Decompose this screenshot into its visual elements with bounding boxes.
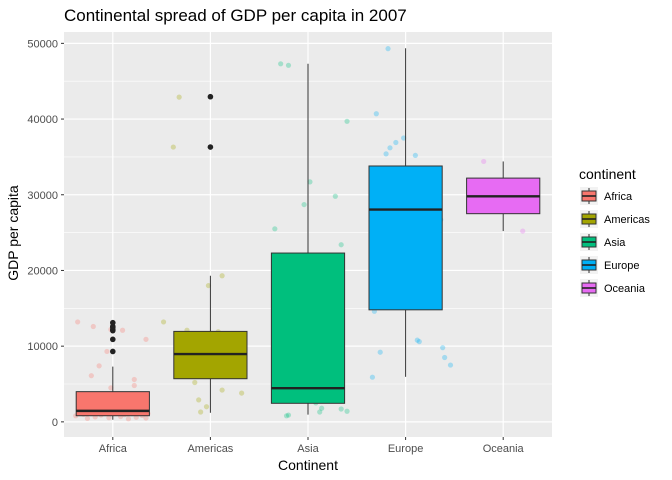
jitter-point xyxy=(338,242,344,248)
jitter-point xyxy=(369,374,376,380)
jitter-point xyxy=(84,415,91,422)
legend-label: Africa xyxy=(604,191,633,203)
jitter-point xyxy=(416,339,422,345)
jitter-point xyxy=(307,179,313,185)
jitter-point xyxy=(401,135,407,141)
legend-item-asia: Asia xyxy=(580,233,626,251)
legend-item-africa: Africa xyxy=(580,187,633,205)
jitter-point xyxy=(219,387,225,393)
jitter-point xyxy=(143,336,149,342)
x-tick-label: Americas xyxy=(187,443,233,455)
jitter-point xyxy=(272,226,278,232)
jitter-point xyxy=(108,385,114,391)
jitter-point xyxy=(104,348,110,355)
box-oceania xyxy=(466,161,541,232)
jitter-point xyxy=(344,118,350,124)
outlier-point xyxy=(110,348,116,355)
jitter-point xyxy=(387,145,393,151)
jitter-point xyxy=(414,337,420,343)
box-series xyxy=(75,48,541,420)
box-asia xyxy=(270,63,346,415)
jitter-point xyxy=(301,201,307,208)
outlier-point xyxy=(207,144,214,150)
legend-title: continent xyxy=(579,166,636,182)
outlier-point xyxy=(207,93,214,100)
legend-label: Europe xyxy=(604,260,639,272)
jitter-point xyxy=(319,405,325,411)
jitter-point xyxy=(283,413,290,419)
legend-label: Americas xyxy=(604,214,650,226)
jitter-point xyxy=(447,362,454,368)
y-tick-label: 30000 xyxy=(27,190,58,202)
jitter-point xyxy=(385,46,391,52)
x-axis-title: Continent xyxy=(278,457,338,473)
jitter-point xyxy=(131,376,137,383)
jitter-point xyxy=(170,144,176,150)
legend-item-oceania: Oceania xyxy=(580,279,646,297)
y-tick-label: 50000 xyxy=(27,38,58,50)
legend-label: Oceania xyxy=(604,283,646,295)
jitter-point xyxy=(96,363,102,369)
box-body xyxy=(75,391,150,417)
chart-title: Continental spread of GDP per capita in … xyxy=(64,6,407,25)
y-tick-label: 10000 xyxy=(27,341,58,353)
box-africa xyxy=(75,319,150,420)
jitter-point xyxy=(75,319,81,325)
y-tick-label: 40000 xyxy=(27,114,58,126)
jitter-point xyxy=(239,390,245,396)
outlier-point xyxy=(110,319,116,326)
x-tick-label: Africa xyxy=(99,443,128,455)
jitter-point xyxy=(119,327,126,333)
jitter-point xyxy=(344,408,350,414)
legend-label: Asia xyxy=(604,237,626,249)
jitter-point xyxy=(176,94,182,100)
jitter-point xyxy=(383,151,389,157)
jitter-point xyxy=(205,282,212,289)
jitter-point xyxy=(203,404,210,410)
box-body xyxy=(368,165,443,311)
jitter-point xyxy=(377,349,383,355)
jitter-point xyxy=(192,379,198,386)
y-tick-label: 0 xyxy=(52,417,58,429)
jitter-point xyxy=(442,354,448,361)
jitter-point xyxy=(285,62,292,68)
jitter-point xyxy=(88,373,94,379)
y-axis-title: GDP per capita xyxy=(5,185,21,281)
jitter-point xyxy=(196,397,202,403)
jitter-point xyxy=(219,273,225,279)
x-axis: Africa Americas Asia Europe Oceania xyxy=(99,437,525,455)
outlier-point xyxy=(110,336,116,343)
jitter-point xyxy=(90,323,96,330)
jitter-point xyxy=(440,345,446,351)
legend-item-americas: Americas xyxy=(580,210,650,228)
y-tick-label: 20000 xyxy=(27,265,58,277)
jitter-point xyxy=(160,319,167,325)
jitter-point xyxy=(373,111,379,117)
x-tick-label: Asia xyxy=(297,443,319,455)
x-tick-label: Europe xyxy=(388,443,423,455)
x-tick-label: Oceania xyxy=(483,443,525,455)
jitter-point xyxy=(481,158,487,165)
jitter-point xyxy=(412,152,418,158)
jitter-point xyxy=(131,382,137,389)
box-americas xyxy=(173,93,248,413)
jitter-point xyxy=(143,415,149,421)
jitter-point xyxy=(520,228,526,234)
jitter-point xyxy=(106,415,112,421)
box-body xyxy=(270,252,346,404)
box-europe xyxy=(368,48,443,377)
jitter-point xyxy=(317,409,323,415)
y-axis: 0 10000 20000 30000 40000 50000 xyxy=(27,38,64,429)
legend: continent Africa Americas Asia Europe Oceani… xyxy=(579,166,650,297)
jitter-point xyxy=(198,409,204,415)
jitter-point xyxy=(338,406,344,412)
jitter-point xyxy=(125,416,132,422)
jitter-point xyxy=(285,412,292,418)
jitter-point xyxy=(393,139,399,146)
jitter-point xyxy=(332,193,338,199)
jitter-point xyxy=(278,61,284,67)
legend-item-europe: Europe xyxy=(580,256,639,274)
